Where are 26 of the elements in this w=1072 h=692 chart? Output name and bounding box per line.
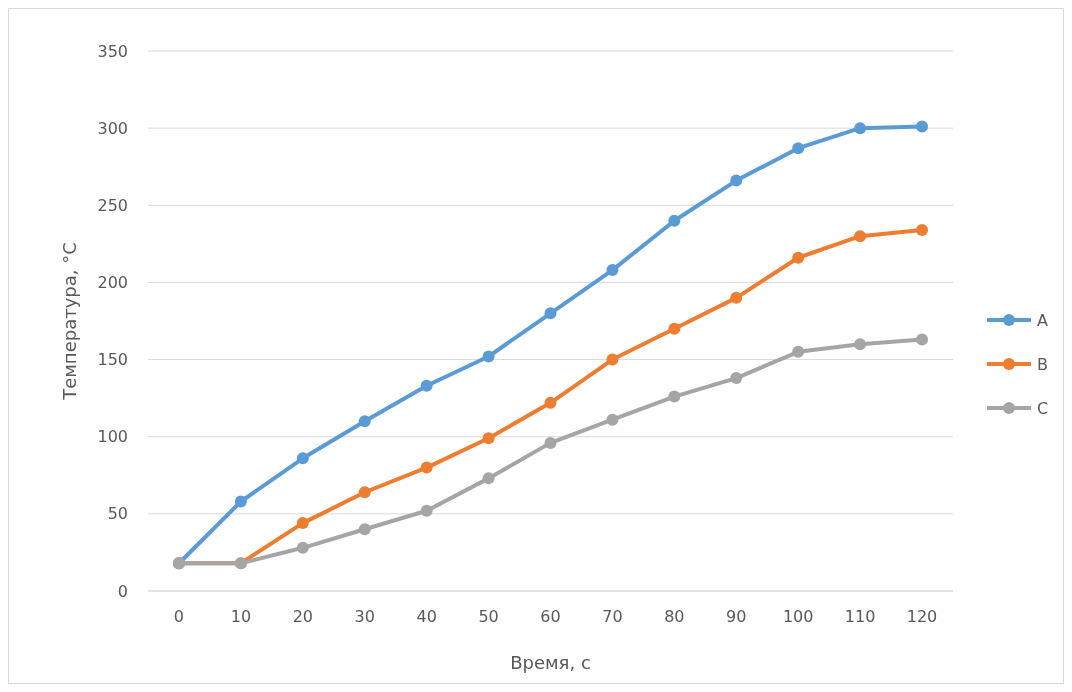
x-tick-label: 30 xyxy=(354,607,375,626)
legend-label: C xyxy=(1037,398,1049,418)
x-tick-label: 20 xyxy=(292,607,313,626)
x-tick-label: 10 xyxy=(230,607,252,626)
x-tick-label: 50 xyxy=(478,607,499,626)
x-tick-label: 80 xyxy=(664,607,685,626)
y-tick-label: 150 xyxy=(97,350,128,370)
y-tick-label: 200 xyxy=(97,273,128,293)
x-axis-title: Время, с xyxy=(510,652,591,673)
y-tick-label: 50 xyxy=(107,504,128,524)
y-tick-label: 100 xyxy=(97,427,128,447)
y-tick-label: 250 xyxy=(97,195,128,215)
legend-label: A xyxy=(1037,310,1048,330)
x-tick-label: 110 xyxy=(844,607,876,626)
legend-label: B xyxy=(1037,354,1048,374)
x-tick-label: 70 xyxy=(602,607,623,626)
x-tick-label: 40 xyxy=(416,607,437,626)
y-axis-title: Температура, °C xyxy=(59,242,80,401)
x-tick-label: 0 xyxy=(173,607,185,626)
y-tick-label: 350 xyxy=(97,41,128,61)
x-tick-label: 90 xyxy=(726,607,747,626)
y-tick-label: 0 xyxy=(117,581,128,601)
y-tick-label: 300 xyxy=(97,118,128,138)
x-tick-label: 120 xyxy=(906,607,938,626)
x-tick-label: 100 xyxy=(782,607,814,626)
x-tick-label: 60 xyxy=(540,607,561,626)
